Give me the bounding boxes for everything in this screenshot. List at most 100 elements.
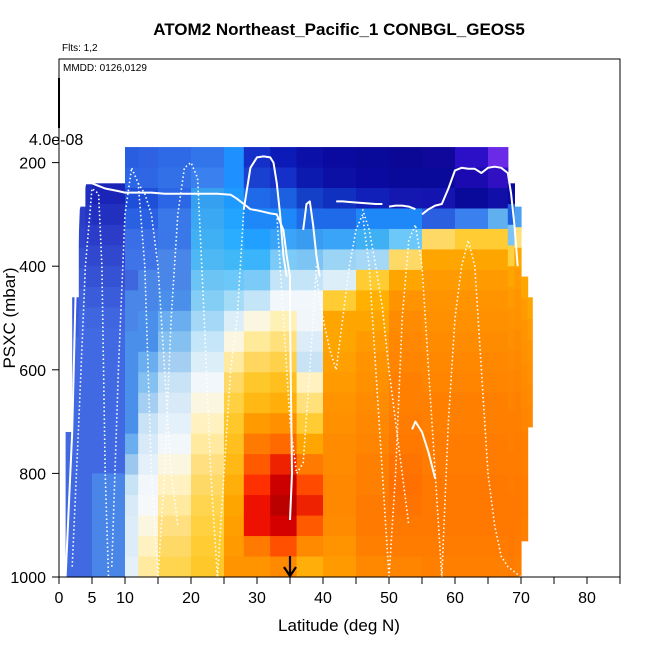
- heatmap-cell: [389, 167, 423, 189]
- x-axis: 0 5 10 20 30 40 50 60 70 80: [55, 577, 621, 607]
- heatmap-cell: [356, 147, 390, 169]
- heatmap-cell: [455, 249, 489, 271]
- heatmap-cell: [422, 208, 456, 230]
- heatmap-cell: [270, 147, 298, 169]
- heatmap-cell: [488, 413, 509, 435]
- heatmap-cell: [125, 331, 139, 353]
- heatmap-cell: [356, 495, 390, 517]
- heatmap-cell: [191, 413, 225, 435]
- heatmap-cell: [125, 310, 139, 332]
- heatmap-cell: [514, 453, 522, 475]
- heatmap-cell: [514, 288, 522, 311]
- flight-track: [388, 224, 443, 578]
- heatmap-cell: [323, 310, 357, 332]
- heatmap-cell: [85, 494, 93, 516]
- heatmap-cell: [191, 188, 225, 210]
- heatmap-cell: [422, 290, 456, 312]
- heatmap-cell: [224, 188, 245, 210]
- heatmap-cell: [243, 331, 271, 353]
- heatmap-cell: [422, 167, 456, 189]
- heatmap-cell: [296, 474, 324, 496]
- heatmap-cell: [85, 369, 93, 392]
- heatmap-cell: [488, 495, 509, 517]
- marker-arrow-head: [283, 566, 297, 578]
- heatmap-cell: [296, 372, 324, 394]
- heatmap-cell: [323, 228, 357, 251]
- x-tick-label: 60: [446, 590, 464, 607]
- heatmap-cell: [191, 269, 225, 291]
- heatmap-cell: [507, 328, 515, 350]
- heatmap-cell: [514, 391, 522, 413]
- heatmap-cell: [356, 228, 390, 251]
- heatmap-cell: [455, 556, 489, 578]
- heatmap-cell: [158, 269, 192, 291]
- heatmap-cell: [92, 514, 126, 537]
- heatmap-cell: [422, 536, 456, 558]
- heatmap-cell: [488, 228, 509, 251]
- heatmap-cell: [191, 474, 225, 496]
- heatmap-cell: [521, 364, 529, 388]
- chart-title: ATOM2 Northeast_Pacific_1 CONBGL_GEOS5: [153, 20, 525, 39]
- heatmap-cell: [92, 535, 126, 557]
- heatmap-cell: [125, 372, 139, 394]
- heatmap-cell: [224, 290, 245, 312]
- flight-track: [302, 200, 321, 277]
- heatmap-cell: [191, 536, 225, 558]
- heatmap-cell: [191, 331, 225, 353]
- heatmap-cell: [138, 495, 159, 517]
- heatmap-cell: [323, 167, 357, 189]
- heatmap-cell: [488, 331, 509, 353]
- heatmap-cell: [356, 536, 390, 558]
- heatmap-cell: [507, 266, 515, 288]
- heatmap-cell: [78, 206, 86, 228]
- heatmap-cell: [422, 331, 456, 353]
- heatmap-cell: [92, 224, 126, 247]
- heatmap-cell: [422, 310, 456, 332]
- heatmap-cell: [422, 372, 456, 394]
- heatmap-cell: [527, 318, 533, 342]
- heatmap-cell: [527, 297, 533, 320]
- heatmap-cell: [224, 392, 245, 414]
- heatmap-cell: [85, 286, 93, 309]
- heatmap-cell: [158, 188, 192, 210]
- x-axis-label: Latitude (deg N): [278, 616, 400, 635]
- heatmap-cell: [296, 433, 324, 455]
- flight-track: [336, 200, 383, 205]
- heatmap-cell: [521, 276, 529, 300]
- heatmap-cell: [85, 473, 93, 495]
- heatmap-cell: [72, 317, 80, 338]
- heatmap-cell: [455, 310, 489, 332]
- heatmap-cell: [270, 556, 298, 578]
- x-tick-label: 70: [512, 590, 530, 607]
- heatmap-cell: [323, 474, 357, 496]
- heatmap-cell: [323, 269, 357, 291]
- heatmap-cell: [191, 515, 225, 537]
- heatmap-cell: [78, 556, 86, 578]
- heatmap-cell: [85, 431, 93, 454]
- heatmap-cell: [191, 290, 225, 312]
- heatmap-cell: [243, 433, 271, 455]
- heatmap-cell: [356, 515, 390, 537]
- heatmap-cell: [158, 331, 192, 353]
- heatmap-cell: [270, 351, 298, 373]
- heatmap-cell: [455, 208, 489, 230]
- heatmap-cell: [455, 433, 489, 455]
- heatmap-cell: [191, 228, 225, 251]
- heatmap-cell: [422, 147, 456, 169]
- heatmap-cell: [389, 249, 423, 271]
- heatmap-cell: [72, 457, 80, 478]
- heatmap-cell: [296, 413, 324, 435]
- heatmap-cell: [507, 307, 515, 329]
- heatmap-cell: [125, 228, 139, 251]
- heatmap-cell: [78, 432, 86, 455]
- heatmap-cell: [270, 392, 298, 414]
- heatmap-cell: [125, 269, 139, 291]
- heatmap-cell: [85, 307, 93, 329]
- heatmap-cell: [389, 392, 423, 414]
- heatmap-cell: [158, 147, 192, 169]
- heatmap-cell: [224, 474, 245, 496]
- flight-track: [64, 182, 293, 578]
- heatmap-cell: [507, 204, 515, 226]
- x-tick-label: 5: [88, 590, 97, 607]
- heatmap-cell: [514, 227, 522, 249]
